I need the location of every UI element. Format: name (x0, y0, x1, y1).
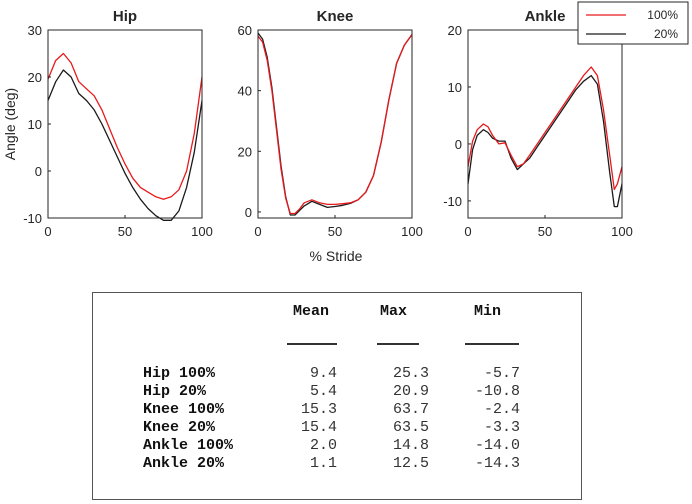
table-cell-min: -14.3 (474, 455, 520, 472)
table-row-label: Hip 100% (143, 365, 216, 382)
col-underline-min (465, 343, 519, 345)
ankle-xtick-label: 50 (538, 224, 552, 239)
ankle-xtick-label: 0 (464, 224, 471, 239)
hip-xtick-label: 0 (44, 224, 51, 239)
table-cell-min: -5.7 (483, 365, 520, 382)
knee-line-100pct (257, 34, 413, 215)
knee-axes-box (257, 29, 413, 219)
table-cell-max: 63.7 (392, 401, 429, 418)
ankle-ytick-label: 0 (455, 137, 462, 152)
knee-ytick-label: 60 (238, 23, 252, 38)
hip-ytick-label: 20 (28, 70, 42, 85)
table-cell-max: 63.5 (392, 419, 429, 436)
legend-box (577, 1, 689, 45)
hip-line-20pct (47, 69, 203, 221)
hip-ytick-label: 30 (28, 23, 42, 38)
ankle-axes-box (467, 29, 623, 219)
ankle-xtick-label: 100 (611, 224, 633, 239)
knee-chart-title: Knee (317, 8, 354, 25)
legend-label-100pct: 100% (647, 8, 678, 22)
table-cell-mean: 15.4 (300, 419, 337, 436)
col-header-max: Max (380, 303, 408, 320)
table-cell-mean: 9.4 (309, 365, 337, 382)
hip-ytick-label: 10 (28, 117, 42, 132)
ankle-ytick-label: 10 (448, 80, 462, 95)
knee-xtick-label: 100 (401, 224, 423, 239)
hip-line-100pct (47, 52, 203, 200)
knee-xtick-label: 0 (254, 224, 261, 239)
table-cell-mean: 1.1 (309, 455, 337, 472)
knee-line-20pct (257, 32, 413, 216)
hip-xtick-label: 50 (118, 224, 132, 239)
table-cell-max: 20.9 (392, 383, 429, 400)
ankle-line-20pct (467, 74, 623, 208)
table-cell-max: 14.8 (392, 437, 429, 454)
stats-table: Mean Max Min Hip 100% 9.4 25.3 -5.7 Hip 20% 5… (92, 292, 582, 500)
table-cell-mean: 15.3 (300, 401, 337, 418)
col-header-min: Min (474, 303, 502, 320)
col-underline-max (377, 343, 419, 345)
ankle-ytick-label: -10 (443, 194, 462, 209)
table-cell-max: 25.3 (392, 365, 429, 382)
table-row-label: Ankle 20% (143, 455, 225, 472)
table-row-label: Hip 20% (143, 383, 207, 400)
ankle-line-100pct (467, 66, 623, 191)
knee-ytick-label: 40 (238, 84, 252, 99)
table-row-label: Knee 20% (143, 419, 216, 436)
table-cell-min: -10.8 (474, 383, 520, 400)
hip-chart-title: Hip (113, 8, 137, 25)
table-cell-min: -2.4 (483, 401, 520, 418)
ankle-ytick-label: 20 (448, 23, 462, 38)
hip-ytick-label: -10 (23, 211, 42, 226)
hip-ytick-label: 0 (35, 164, 42, 179)
legend-label-20pct: 20% (654, 27, 678, 41)
x-axis-label: % Stride (310, 248, 363, 264)
knee-xtick-label: 50 (328, 224, 342, 239)
ankle-chart-title: Ankle (525, 8, 566, 25)
table-row-label: Ankle 100% (143, 437, 234, 454)
y-axis-label: Angle (deg) (2, 88, 18, 160)
knee-ytick-label: 20 (238, 144, 252, 159)
table-row-label: Knee 100% (143, 401, 225, 418)
hip-xtick-label: 100 (191, 224, 213, 239)
knee-ytick-label: 0 (245, 205, 252, 220)
table-cell-mean: 2.0 (309, 437, 337, 454)
table-cell-min: -14.0 (474, 437, 520, 454)
table-cell-mean: 5.4 (309, 383, 337, 400)
col-header-mean: Mean (293, 303, 330, 320)
col-underline-mean (287, 343, 337, 345)
table-cell-max: 12.5 (392, 455, 429, 472)
table-cell-min: -3.3 (483, 419, 520, 436)
